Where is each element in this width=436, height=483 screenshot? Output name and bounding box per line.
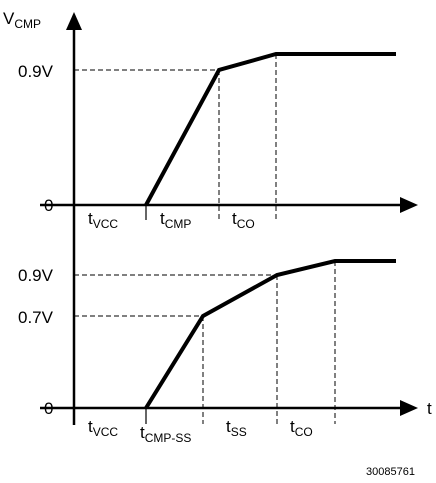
figure-id: 30085761	[366, 466, 415, 478]
top-x-axis-arrow-icon	[400, 197, 418, 213]
bottom-interval-tcmp-ss: tCMP-SS	[140, 423, 191, 445]
top-interval-tco: tCO	[232, 209, 255, 231]
top-y-tick-0.9v: 0.9V	[18, 62, 54, 81]
top-y-tick-0: 0	[44, 196, 53, 215]
top-y-axis-arrow-icon	[66, 12, 82, 30]
bottom-interval-tss: tSS	[226, 417, 247, 439]
bottom-vcmp-curve	[144, 259, 396, 410]
top-interval-tcmp: tCMP	[160, 209, 191, 231]
bottom-interval-tco: tCO	[290, 417, 313, 439]
top-vcmp-curve	[144, 52, 396, 206]
top-interval-tvcc: tVCC	[88, 209, 118, 231]
bottom-x-axis-arrow-icon	[400, 400, 418, 416]
bottom-interval-tvcc: tVCC	[88, 417, 118, 439]
bottom-y-tick-0.9v: 0.9V	[18, 266, 54, 285]
top-panel: VCMP 0.9V 0 tVCC tCMP tCO	[3, 9, 418, 231]
top-y-axis-label: VCMP	[3, 9, 41, 31]
bottom-y-tick-0.7v: 0.7V	[18, 308, 54, 327]
bottom-panel: t 0.9V 0.7V 0 tVCC tCMP-SS tSS tCO	[18, 205, 432, 445]
bottom-x-axis-label: t	[427, 399, 432, 418]
bottom-y-tick-0: 0	[44, 399, 53, 418]
